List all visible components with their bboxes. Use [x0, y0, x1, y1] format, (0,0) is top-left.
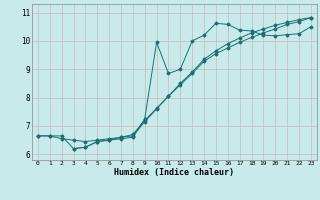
- X-axis label: Humidex (Indice chaleur): Humidex (Indice chaleur): [115, 168, 234, 177]
